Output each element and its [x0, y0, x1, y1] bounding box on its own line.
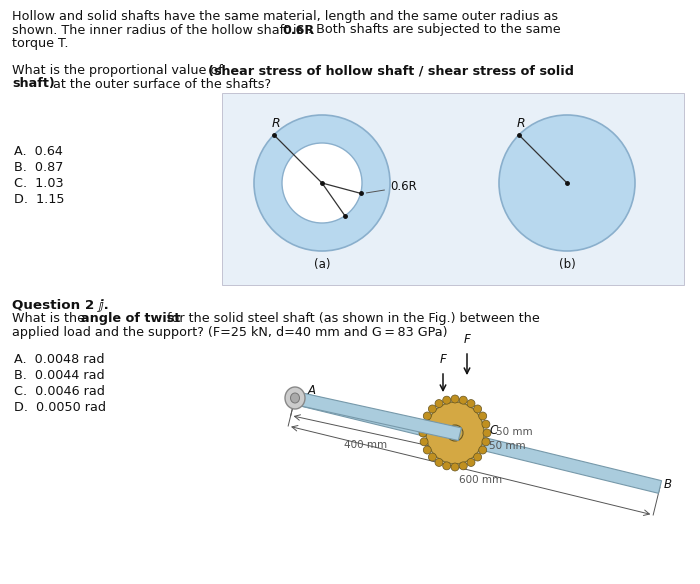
Text: for the solid steel shaft (as shown in the Fig.) between the: for the solid steel shaft (as shown in t…	[163, 312, 540, 325]
Text: Question 2 ⅉ.: Question 2 ⅉ.	[12, 298, 109, 311]
Text: A: A	[308, 384, 316, 397]
Text: A.  0.64: A. 0.64	[14, 145, 63, 158]
Circle shape	[482, 420, 490, 428]
Circle shape	[483, 429, 491, 437]
Text: What is the proportional value of: What is the proportional value of	[12, 64, 227, 77]
Ellipse shape	[290, 393, 300, 403]
Circle shape	[474, 453, 482, 461]
Text: C.  1.03: C. 1.03	[14, 177, 64, 190]
Text: 400 mm: 400 mm	[344, 440, 387, 450]
Circle shape	[474, 405, 482, 413]
Text: Hollow and solid shafts have the same material, length and the same outer radius: Hollow and solid shafts have the same ma…	[12, 10, 558, 23]
Text: shaft): shaft)	[12, 78, 55, 91]
Bar	[222, 93, 684, 285]
Circle shape	[459, 396, 468, 404]
Circle shape	[420, 420, 428, 428]
Circle shape	[424, 446, 431, 454]
Circle shape	[482, 438, 490, 446]
Text: torque T.: torque T.	[12, 37, 69, 50]
Circle shape	[419, 429, 427, 437]
Text: D.  1.15: D. 1.15	[14, 193, 64, 206]
Circle shape	[420, 438, 428, 446]
Circle shape	[451, 395, 459, 403]
Text: C: C	[489, 425, 497, 437]
Text: F: F	[463, 333, 470, 346]
Ellipse shape	[285, 387, 305, 409]
Text: D.  0.0050 rad: D. 0.0050 rad	[14, 401, 106, 414]
Text: R: R	[517, 117, 526, 130]
Text: at the outer surface of the shafts?: at the outer surface of the shafts?	[49, 78, 271, 91]
Text: applied load and the support? (F=25 kN, d=40 mm and G = 83 GPa): applied load and the support? (F=25 kN, …	[12, 326, 447, 339]
Circle shape	[459, 462, 468, 470]
Circle shape	[467, 458, 475, 467]
Text: F: F	[440, 353, 447, 366]
Circle shape	[254, 115, 390, 251]
Circle shape	[479, 446, 486, 454]
Text: 50 mm: 50 mm	[496, 427, 533, 437]
Text: angle of twist: angle of twist	[81, 312, 181, 325]
Text: R: R	[272, 117, 281, 130]
Text: C.  0.0046 rad: C. 0.0046 rad	[14, 385, 105, 398]
Text: 0.6R: 0.6R	[366, 180, 416, 193]
Circle shape	[428, 405, 436, 413]
Text: shown. The inner radius of the hollow shaft is: shown. The inner radius of the hollow sh…	[12, 23, 307, 36]
Circle shape	[479, 412, 486, 420]
Polygon shape	[293, 392, 662, 493]
Text: (a): (a)	[314, 258, 330, 271]
Circle shape	[282, 143, 362, 223]
Text: B: B	[664, 478, 672, 491]
Circle shape	[451, 463, 459, 471]
Text: 600 mm: 600 mm	[459, 475, 502, 485]
Text: B.  0.0044 rad: B. 0.0044 rad	[14, 369, 104, 382]
Text: B.  0.87: B. 0.87	[14, 161, 64, 174]
Text: (b): (b)	[559, 258, 575, 271]
Text: 50 mm: 50 mm	[489, 441, 526, 451]
Text: What is the: What is the	[12, 312, 89, 325]
Circle shape	[442, 462, 451, 470]
Circle shape	[435, 458, 443, 467]
Text: 0.6R: 0.6R	[282, 23, 314, 36]
Circle shape	[499, 115, 635, 251]
Text: . Both shafts are subjected to the same: . Both shafts are subjected to the same	[308, 23, 561, 36]
Circle shape	[428, 453, 436, 461]
Ellipse shape	[447, 425, 463, 441]
Circle shape	[467, 399, 475, 408]
Ellipse shape	[426, 402, 484, 464]
Circle shape	[435, 399, 443, 408]
Circle shape	[424, 412, 431, 420]
Text: (shear stress of hollow shaft / shear stress of solid: (shear stress of hollow shaft / shear st…	[208, 64, 574, 77]
Circle shape	[442, 396, 451, 404]
Text: A.  0.0048 rad: A. 0.0048 rad	[14, 353, 104, 366]
Polygon shape	[293, 392, 461, 440]
